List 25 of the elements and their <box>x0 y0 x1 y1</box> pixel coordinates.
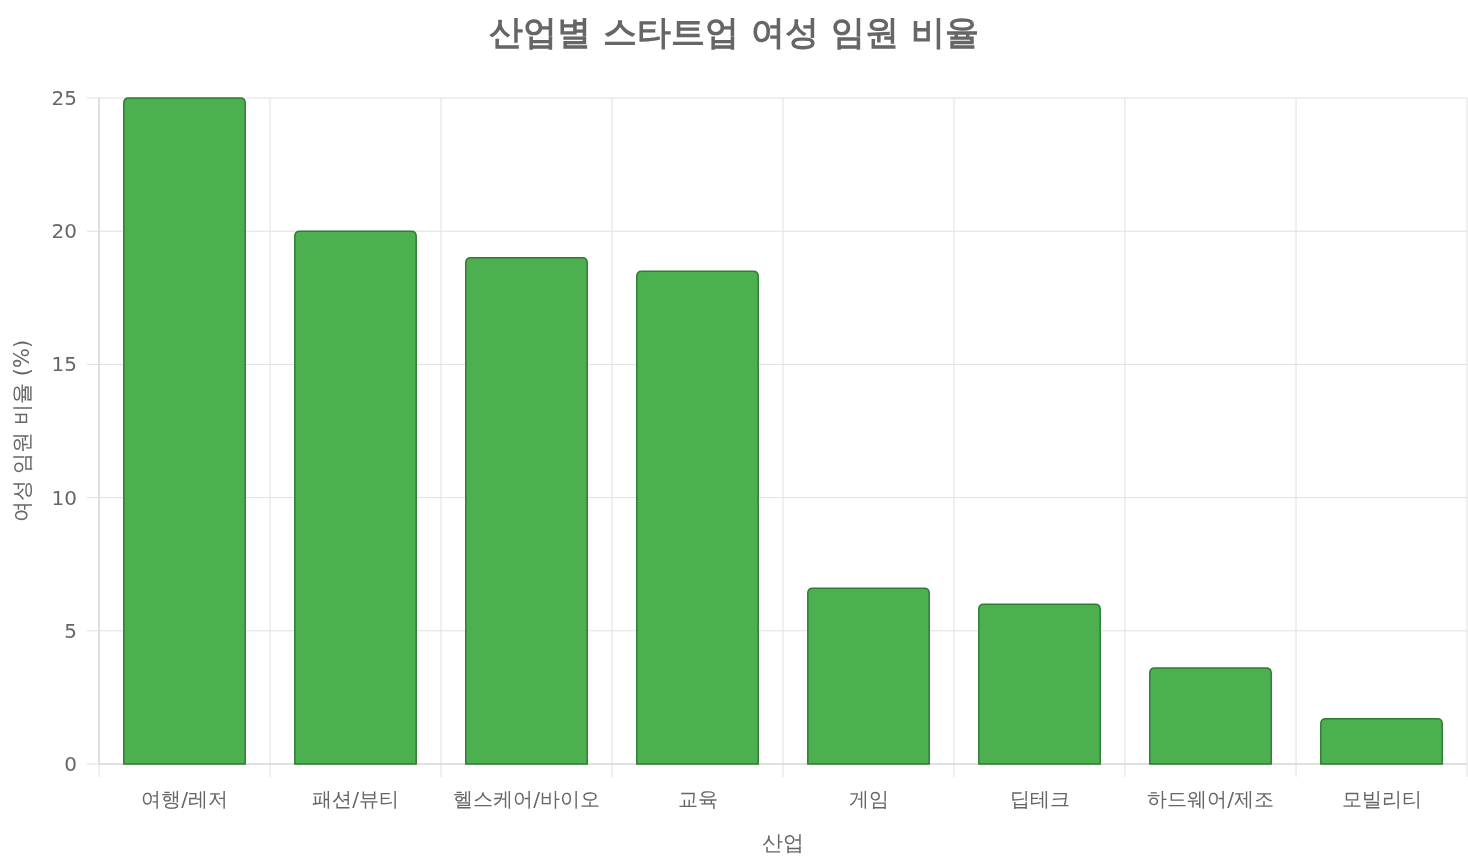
y-tick-label: 5 <box>64 618 77 643</box>
x-tick-label: 패션/뷰티 <box>312 787 399 811</box>
x-tick-label: 여행/레저 <box>141 787 228 811</box>
x-tick-label: 딥테크 <box>1009 787 1070 811</box>
y-tick-label: 10 <box>51 485 77 510</box>
bar <box>978 603 1101 765</box>
y-tick-label: 0 <box>64 752 77 776</box>
bar <box>294 230 417 765</box>
y-axis-title: 여성 임원 비율 (%) <box>10 339 34 523</box>
bar <box>807 587 930 765</box>
y-tick-label: 25 <box>51 86 77 110</box>
y-tick-label: 20 <box>51 219 77 244</box>
bar <box>465 257 588 765</box>
x-axis-title: 산업 <box>762 831 804 855</box>
x-tick-label: 헬스케어/바이오 <box>453 787 600 811</box>
x-tick-label: 교육 <box>677 787 718 811</box>
chart-title: 산업별 스타트업 여성 임원 비율 <box>489 12 979 52</box>
bar <box>1320 717 1443 765</box>
y-tick-label: 15 <box>51 352 77 377</box>
bar <box>636 270 759 765</box>
bar <box>1149 667 1272 765</box>
x-tick-label: 모빌리티 <box>1341 787 1422 811</box>
bar <box>123 97 246 765</box>
x-tick-label: 하드웨어/제조 <box>1147 787 1274 811</box>
x-tick-label: 게임 <box>848 787 889 811</box>
